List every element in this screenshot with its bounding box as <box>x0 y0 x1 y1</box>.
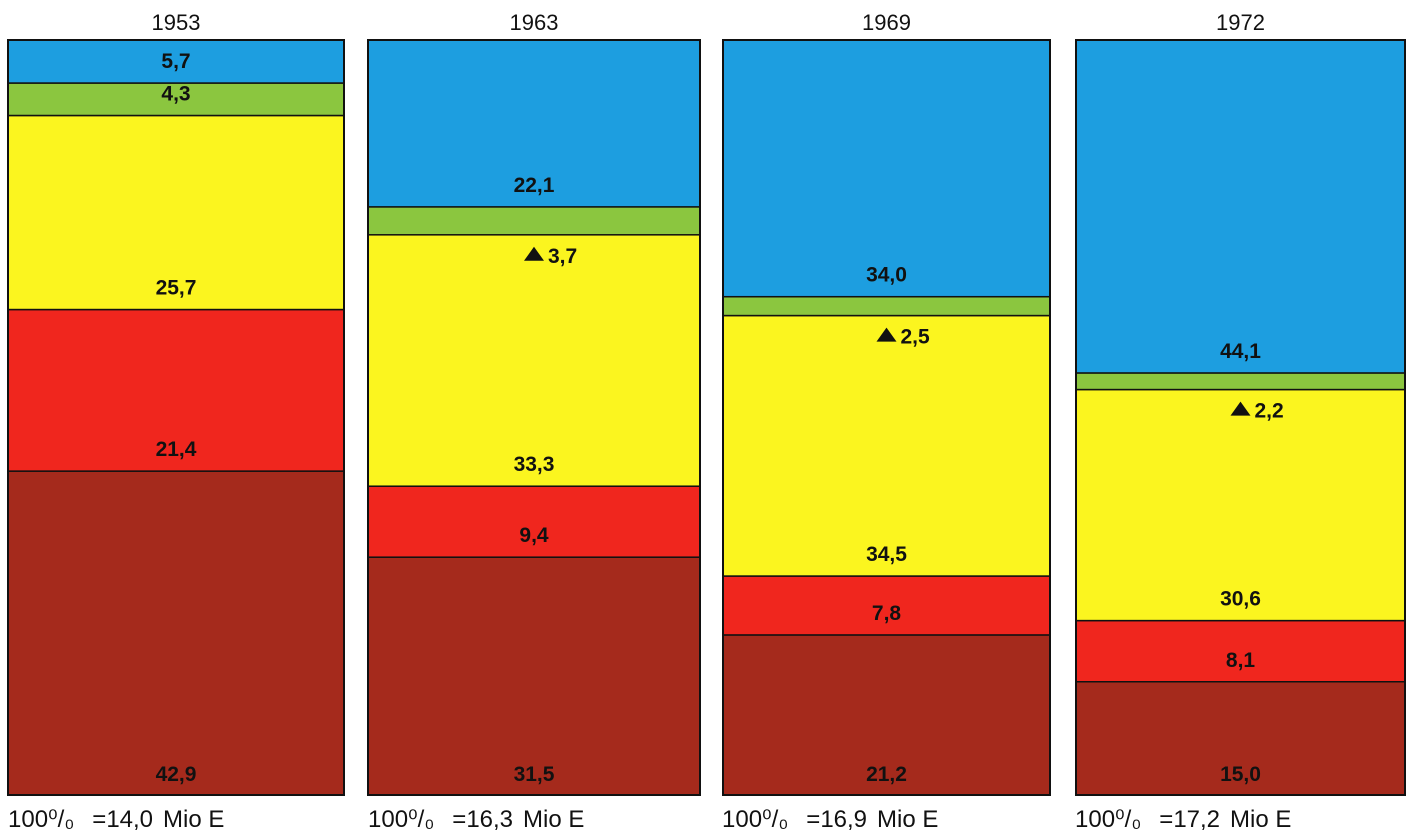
total-1953: 100⁰/₀ =14,0 Mio E <box>8 805 224 834</box>
total-pct: 100⁰/₀ <box>722 806 789 833</box>
total-1963: 100⁰/₀ =16,3 Mio E <box>368 805 584 834</box>
bar-segment-1969-2 <box>722 314 1051 577</box>
data-label-1969-0: 21,2 <box>866 763 907 786</box>
stacked-bar-chart: 1953 42,9 21,4 25,7 4,3 5,7 1963 31,5 9,4 33,3 3,7… <box>7 10 1406 796</box>
total-value: =17,2 <box>1159 806 1221 833</box>
total-unit: Mio E <box>877 806 939 833</box>
bar-segment-1953-0 <box>7 470 345 796</box>
marker-triangle-1972 <box>1230 401 1251 416</box>
data-label-1963-3: 3,7 <box>548 245 577 268</box>
total-1972: 100⁰/₀ =17,2 Mio E <box>1075 805 1291 834</box>
data-label-1953-1: 21,4 <box>156 438 197 461</box>
bar-segment-1953-1 <box>7 308 345 472</box>
bar-segment-1963-2 <box>367 234 701 487</box>
year-label-1969: 1969 <box>862 10 911 35</box>
bar-segment-1963-3 <box>367 206 701 236</box>
bar-segment-1969-0 <box>722 634 1051 796</box>
total-pct: 100⁰/₀ <box>1075 806 1142 833</box>
bar-segment-1963-0 <box>367 556 701 796</box>
bar-frame-1969 <box>722 39 1051 796</box>
total-unit: Mio E <box>163 806 225 833</box>
total-pct: 100⁰/₀ <box>368 806 435 833</box>
data-label-1963-0: 31,5 <box>514 763 555 786</box>
data-label-1963-4: 22,1 <box>514 174 555 197</box>
data-label-1972-3: 2,2 <box>1255 400 1284 423</box>
marker-triangle-1963 <box>524 246 544 261</box>
year-label-1972: 1972 <box>1216 10 1265 35</box>
bar-frame-1972 <box>1075 39 1406 796</box>
data-label-1953-4: 5,7 <box>161 50 190 73</box>
data-label-1953-3: 4,3 <box>161 83 190 106</box>
data-label-1972-4: 44,1 <box>1220 340 1261 363</box>
bar-segment-1972-1 <box>1075 619 1406 683</box>
bar-frame-1963 <box>367 39 701 796</box>
data-label-1953-0: 42,9 <box>156 763 197 786</box>
total-1969: 100⁰/₀ =16,9 Mio E <box>722 805 938 834</box>
total-unit: Mio E <box>1230 806 1292 833</box>
total-value: =14,0 <box>92 806 154 833</box>
bar-segment-1972-3 <box>1075 372 1406 391</box>
marker-triangle-1969 <box>876 327 897 342</box>
data-label-1969-3: 2,5 <box>901 326 931 349</box>
bar-segment-1969-4 <box>722 39 1051 298</box>
data-label-1972-2: 30,6 <box>1220 588 1261 611</box>
data-label-1969-1: 7,8 <box>872 602 902 625</box>
total-value: =16,9 <box>806 806 868 833</box>
data-label-1953-2: 25,7 <box>156 277 197 300</box>
data-label-1963-2: 33,3 <box>514 453 555 476</box>
data-label-1969-4: 34,0 <box>866 264 907 287</box>
bar-segment-1972-2 <box>1075 388 1406 622</box>
data-label-1972-0: 15,0 <box>1220 763 1261 786</box>
bar-segment-1969-3 <box>722 295 1051 317</box>
data-label-1972-1: 8,1 <box>1226 649 1256 672</box>
year-label-1953: 1953 <box>152 10 201 35</box>
total-unit: Mio E <box>523 806 585 833</box>
data-label-1963-1: 9,4 <box>519 524 549 547</box>
bar-segment-1972-4 <box>1075 39 1406 374</box>
bar-frame-1953 <box>7 39 345 796</box>
bar-segment-1953-2 <box>7 114 345 311</box>
year-label-1963: 1963 <box>510 10 559 35</box>
bar-segment-1963-4 <box>367 39 701 208</box>
total-pct: 100⁰/₀ <box>8 806 75 833</box>
data-label-1969-2: 34,5 <box>866 543 907 566</box>
total-value: =16,3 <box>452 806 514 833</box>
